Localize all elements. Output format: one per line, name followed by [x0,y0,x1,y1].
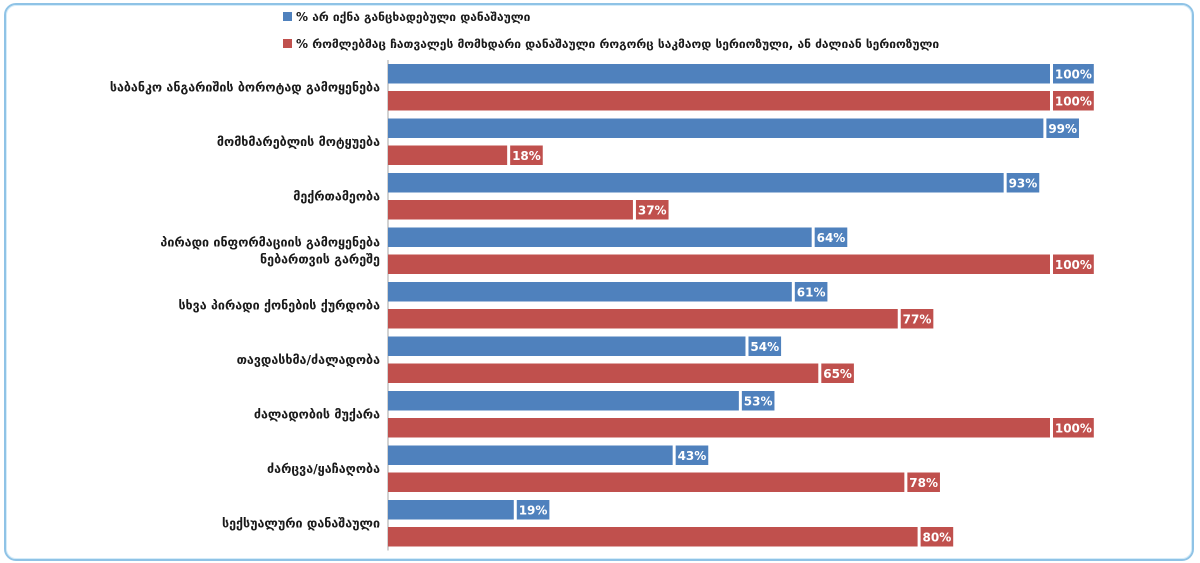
data-label: 61% [797,285,826,299]
category-label: სხვა პირადი ქონების ქურდობა [178,297,380,312]
bar-considered-serious [388,91,1050,111]
data-label-box [1053,91,1094,111]
category-label: ძარცვა/ყაჩაღობა [267,461,380,476]
data-label-box [675,445,709,465]
bar-not-reported [388,445,673,465]
category-label: პირადი ინფორმაციის გამოყენება ნებართვის გ… [160,234,380,266]
data-label: 64% [817,231,846,245]
data-label: 100% [1055,94,1092,108]
data-label: 18% [512,149,541,163]
data-label: 54% [750,340,779,354]
bar-not-reported [388,282,792,302]
data-label-box [748,336,782,356]
data-label-box [635,200,669,220]
bar-considered-serious [388,527,918,547]
data-label: 77% [903,312,932,326]
data-label-box [516,500,550,520]
legend-label-not-reported: % არ იქნა განცხადებული დანაშაული [296,10,531,24]
data-label: 99% [1048,122,1077,136]
data-label: 80% [923,530,952,544]
bar-considered-serious [388,254,1050,274]
data-label-box [1053,64,1094,84]
bar-considered-serious [388,309,898,329]
data-label: 93% [1009,176,1038,190]
data-label-box [907,472,940,492]
data-label: 100% [1055,421,1092,435]
category-label: საბანკო ანგარიშის ბოროტად გამოყენება [110,79,380,94]
data-label-box [1006,173,1040,193]
data-label-box [1046,118,1079,138]
data-label: 43% [678,449,707,463]
category-label: თავდასხმა/ძალადობა [237,352,381,367]
bar-considered-serious [388,145,508,165]
category-label: სექსუალური დანაშაული [222,515,380,530]
data-label-box [900,309,934,329]
category-label: ძალადობის მუქარა [254,406,380,421]
plot-area: საბანკო ანგარიშის ბოროტად გამოყენება 100%… [110,60,1094,551]
category-label: მომხმარებლის მოტყუება [217,134,380,149]
data-label-box [1053,254,1094,274]
bar-not-reported [388,118,1044,138]
bar-considered-serious [388,418,1050,438]
legend-label-considered-serious: % რომლებმაც ჩათვალეს მომხდარი დანაშაული … [296,37,939,51]
legend: % არ იქნა განცხადებული დანაშაული % რომლე… [283,10,939,51]
data-label-box [510,145,543,165]
category-label: მექრთამეობა [293,188,380,203]
bar-not-reported [388,227,812,247]
bar-not-reported [388,391,739,411]
data-label-box [821,363,854,383]
data-label: 100% [1055,67,1092,81]
legend-swatch-not-reported [283,12,292,21]
data-label: 37% [638,203,667,217]
bar-considered-serious [388,363,819,383]
bar-considered-serious [388,472,905,492]
bar-not-reported [388,173,1004,193]
bar-not-reported [388,500,514,520]
data-label-box [1053,418,1094,438]
data-label: 19% [519,503,548,517]
legend-swatch-considered-serious [283,39,292,48]
bar-not-reported [388,64,1050,84]
data-label-box [741,391,775,411]
data-label: 100% [1055,258,1092,272]
data-label-box [814,227,848,247]
data-label: 53% [744,394,773,408]
data-label-box [920,527,954,547]
bar-considered-serious [388,200,633,220]
data-label-box [794,282,828,302]
data-label: 78% [909,476,938,490]
data-label: 65% [823,367,852,381]
bar-not-reported [388,336,746,356]
